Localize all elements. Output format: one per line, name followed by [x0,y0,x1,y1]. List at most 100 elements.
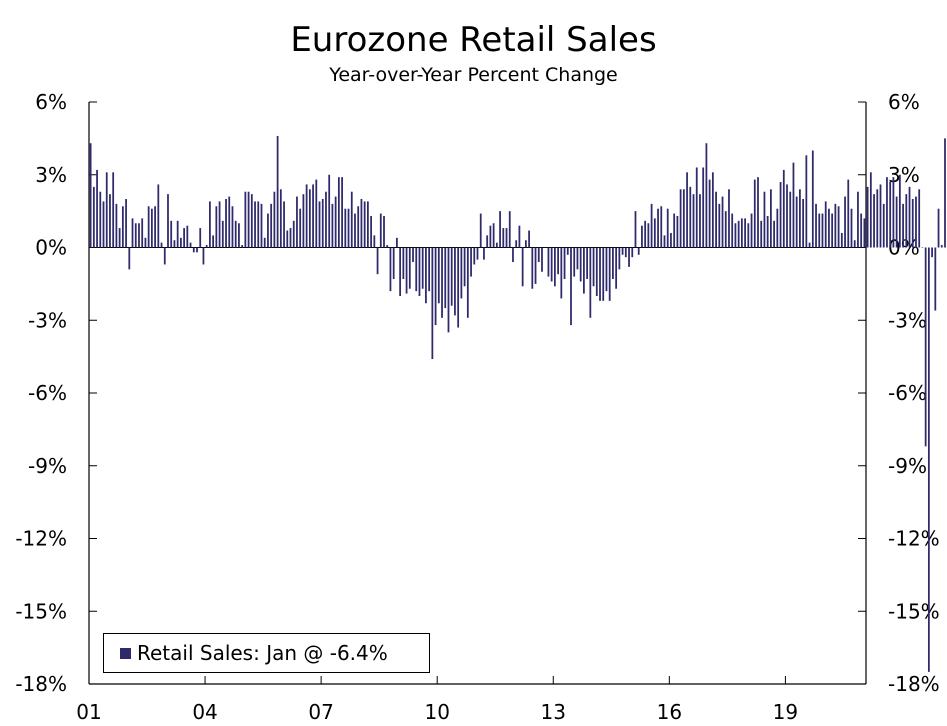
bar [631,247,634,258]
y-tick-label-right: -3% [888,308,927,332]
bar [376,247,379,275]
legend-label: Retail Sales: Jan @ -6.4% [137,641,388,665]
bar [457,247,460,328]
bar [366,201,369,248]
y-tick-label-left: 6% [35,90,67,114]
bar [315,179,318,248]
bar [163,247,166,265]
bar [228,196,231,248]
bar [150,208,153,248]
chart-subtitle: Year-over-Year Percent Change [329,64,618,86]
y-tick-label-right: 6% [888,90,920,114]
y-tick-label-right: -6% [888,381,927,405]
bar [254,201,256,248]
bar [128,247,131,270]
bar [270,203,273,248]
bar [189,242,192,248]
bar [869,172,872,248]
bar [247,191,250,248]
bar [692,194,695,248]
bar [431,247,434,360]
bar [644,220,647,248]
bar [131,218,134,248]
bar [318,201,321,248]
bar [541,247,543,272]
bar [702,167,705,248]
y-tick-label-left: -12% [15,527,67,551]
bar [628,247,630,267]
bar [721,196,724,248]
x-tick-label: 10 [424,700,449,724]
bar [660,206,663,248]
bar [934,247,937,311]
bar [824,201,827,248]
y-tick-label-left: -9% [28,454,67,478]
bar [605,247,608,292]
bar [753,179,756,248]
bar [560,247,563,299]
x-tick-label: 16 [657,700,682,724]
y-tick-label-right: -12% [888,527,940,551]
bar [183,228,185,248]
bar [392,247,395,280]
bar [747,223,750,248]
bar [602,247,605,301]
bar [389,247,392,292]
legend: Retail Sales: Jan @ -6.4% [103,633,430,673]
bar [905,194,908,248]
x-tick-label: 01 [76,700,101,724]
bar [141,218,144,248]
bar [776,208,779,248]
bar [444,247,447,309]
bar [289,228,292,248]
bar [860,213,863,248]
bar [360,199,363,248]
bar [99,191,102,248]
bar [344,208,347,248]
bar [267,213,269,248]
bar [573,247,576,277]
bar [489,225,492,248]
bar [789,191,792,248]
bar [634,211,637,248]
bar [931,247,933,258]
bar [766,215,769,248]
bar [524,240,527,248]
bar [802,199,805,248]
bar [499,211,501,248]
bar [134,223,137,248]
bar [641,225,643,248]
bar [670,232,672,248]
bar [241,245,244,248]
bar [408,247,411,289]
bar [921,247,924,248]
y-tick-label-left: -15% [15,599,67,623]
y-tick-label-right: -9% [888,454,927,478]
bar [673,213,676,248]
bar [238,223,240,248]
bar [470,247,472,277]
bar [792,162,795,248]
bar [357,206,360,248]
bar [250,194,253,248]
bar [492,223,495,248]
bar [370,215,372,248]
bar [321,199,324,248]
bar [473,247,476,265]
bar [682,189,685,248]
bar [138,223,140,248]
bar [502,228,505,248]
bar [109,194,111,248]
bar [592,247,595,287]
bar [379,213,382,248]
bar [218,201,221,248]
bar [441,247,443,318]
bar [96,169,98,248]
bar [170,220,173,248]
bar [305,184,308,248]
bar [373,235,376,248]
bar [586,247,589,280]
bar [296,196,298,248]
bar [273,191,276,248]
bar [460,247,463,299]
